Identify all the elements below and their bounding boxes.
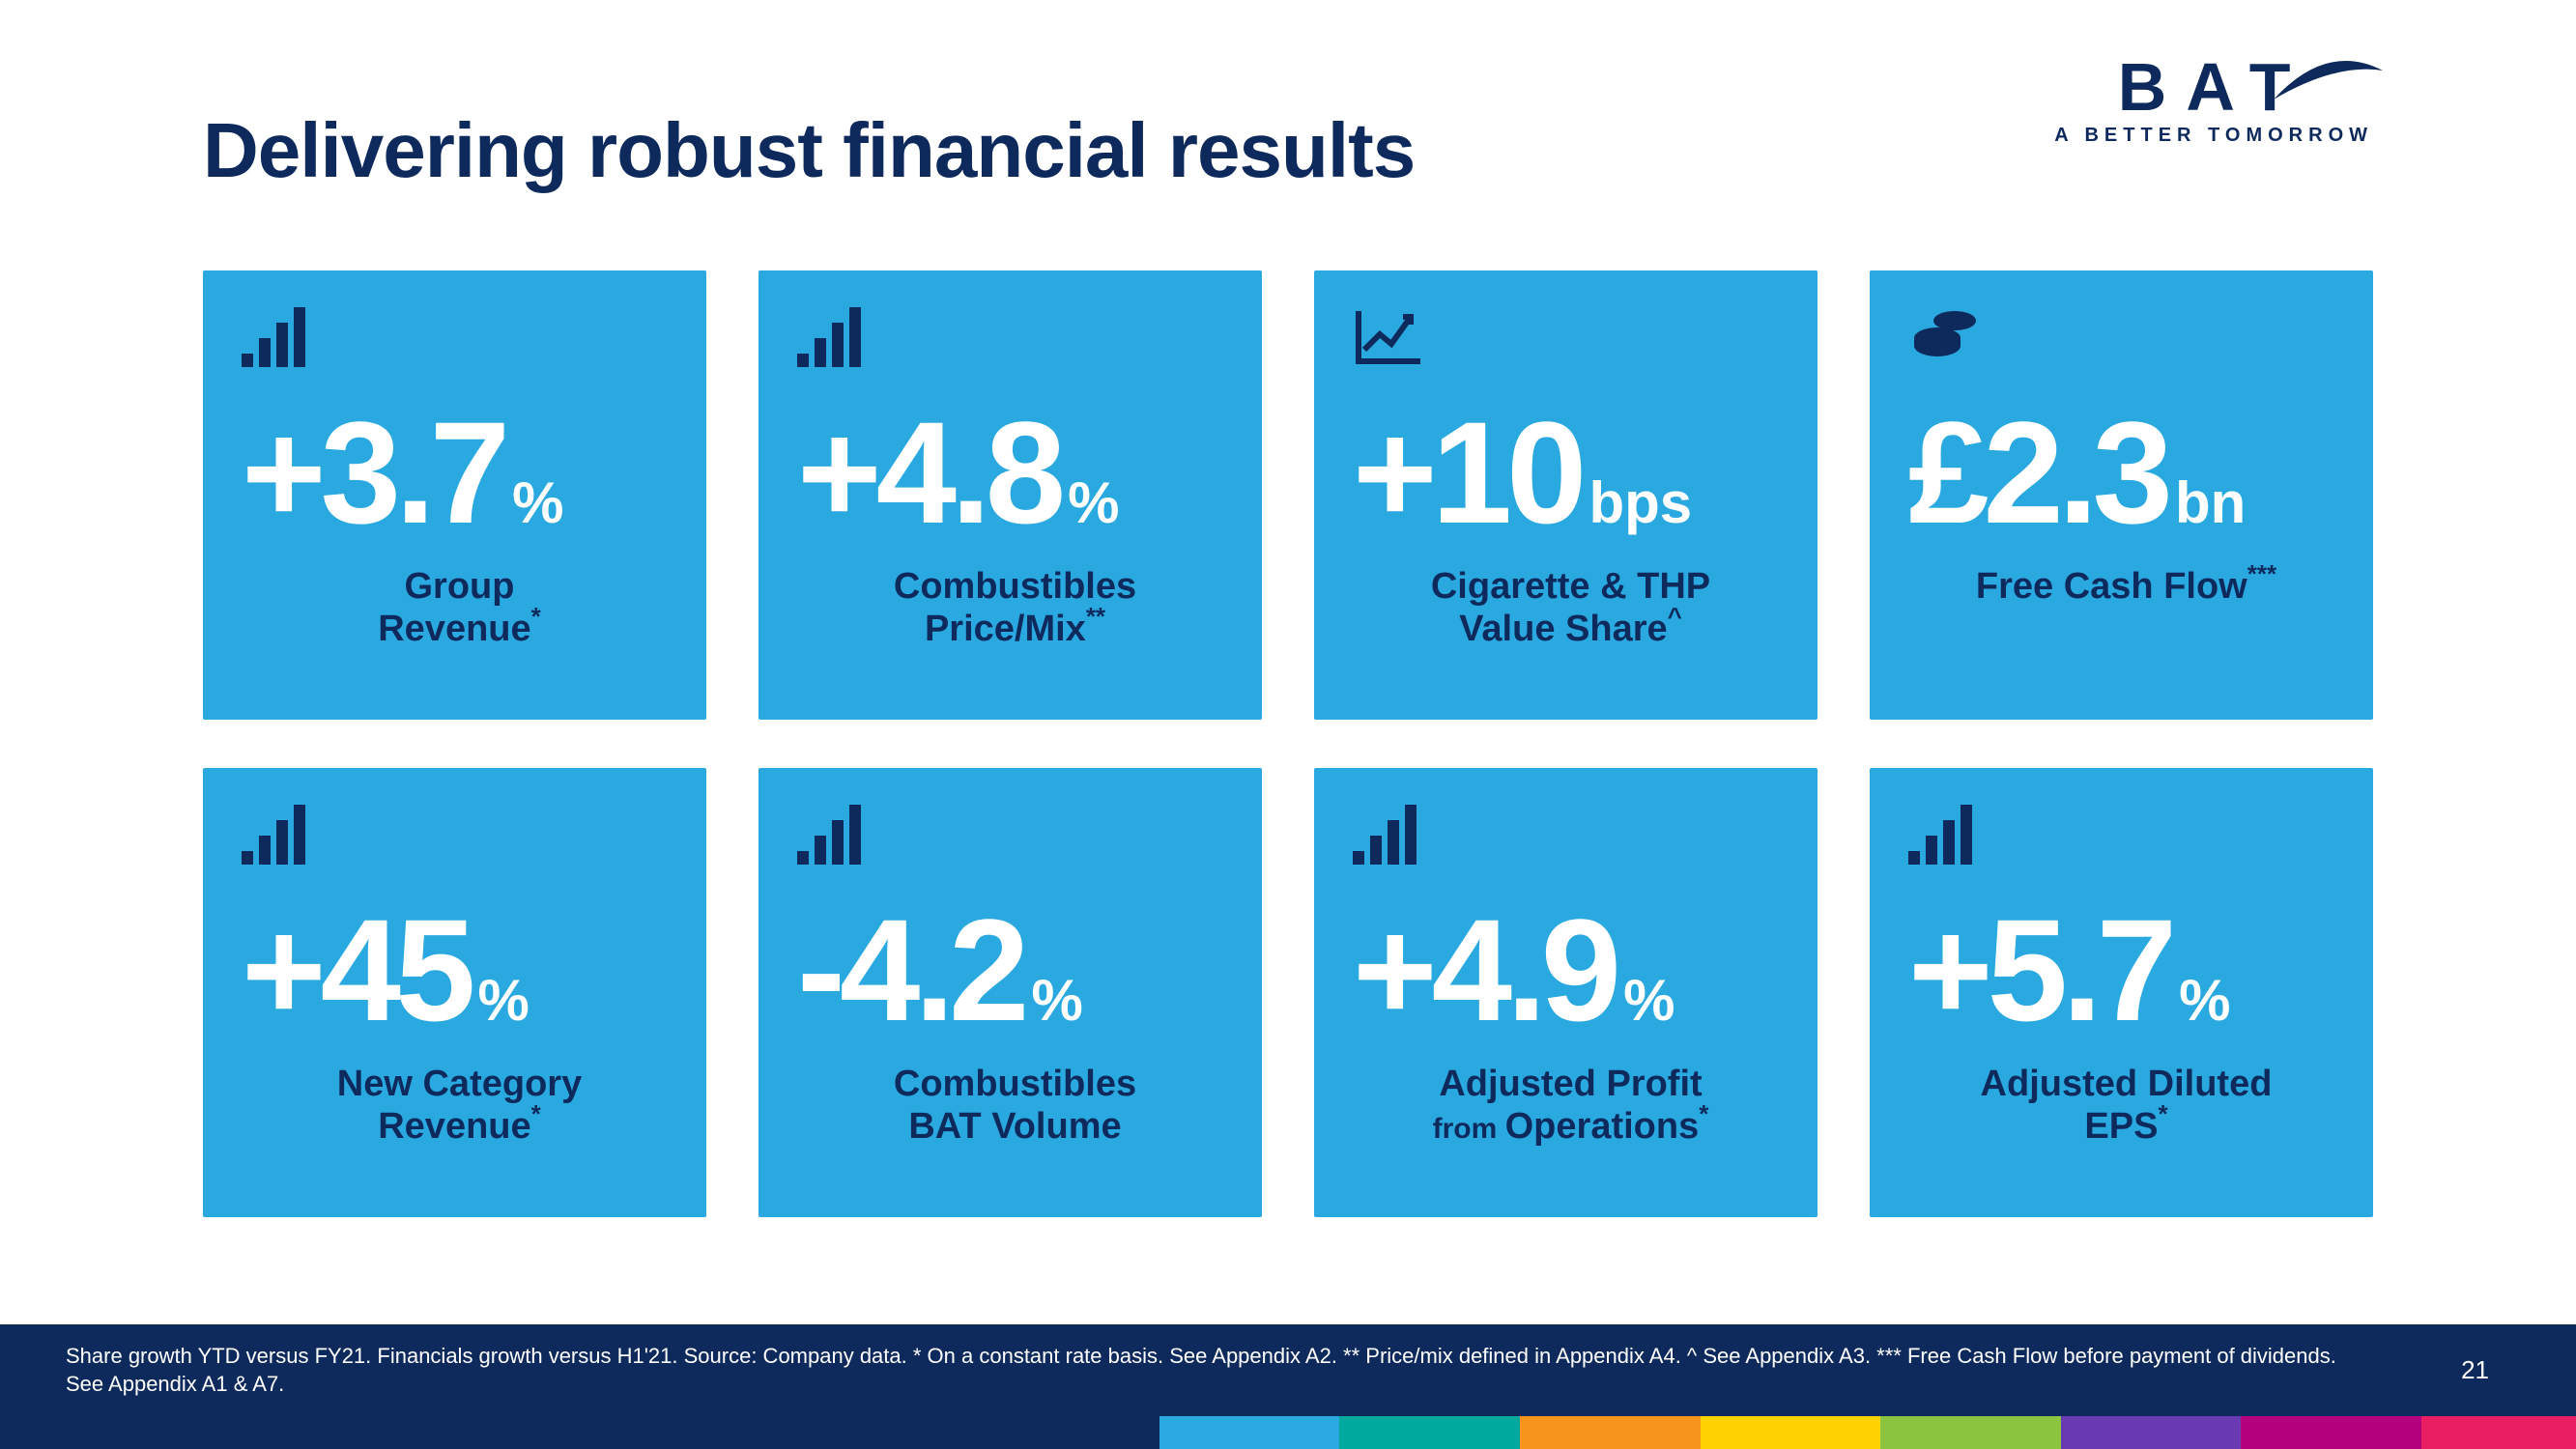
metric-value: +4.8% xyxy=(797,400,1233,545)
bar-chart-icon xyxy=(242,305,677,367)
metric-label: CombustiblesPrice/Mix** xyxy=(797,566,1233,650)
metric-label: GroupRevenue* xyxy=(242,566,677,650)
stripe-segment xyxy=(1520,1416,1701,1449)
line-chart-icon xyxy=(1353,305,1426,367)
metric-label: Cigarette & THPValue Share^ xyxy=(1353,566,1789,650)
stripe-segment xyxy=(1339,1416,1520,1449)
metric-card: +4.9% Adjusted Profitfrom Operations* xyxy=(1314,768,1818,1217)
stripe-segment xyxy=(2421,1416,2576,1449)
metric-label: New CategoryRevenue* xyxy=(242,1064,677,1148)
metric-card: +3.7% GroupRevenue* xyxy=(203,270,706,720)
metric-card: +10bps Cigarette & THPValue Share^ xyxy=(1314,270,1818,720)
coins-icon xyxy=(1908,305,1986,363)
metric-value: +5.7% xyxy=(1908,897,2344,1042)
metric-label: Adjusted Profitfrom Operations* xyxy=(1353,1064,1789,1148)
metric-label: Free Cash Flow*** xyxy=(1908,566,2344,609)
stripe-segment xyxy=(1701,1416,1881,1449)
metric-value: £2.3bn xyxy=(1908,400,2344,545)
metric-grid: +3.7% GroupRevenue* +4.8% CombustiblesPrice… xyxy=(203,270,2373,1217)
metric-value: +3.7% xyxy=(242,400,677,545)
logo-swoosh-icon xyxy=(2269,51,2385,109)
stripe-segment xyxy=(979,1416,1159,1449)
metric-value: +45% xyxy=(242,897,677,1042)
metric-value: +10bps xyxy=(1353,400,1789,545)
bar-chart-icon xyxy=(1908,803,2344,865)
footer-text: Share growth YTD versus FY21. Financials… xyxy=(58,1342,2377,1399)
metric-card: +4.8% CombustiblesPrice/Mix** xyxy=(758,270,1262,720)
metric-value: +4.9% xyxy=(1353,897,1789,1042)
bar-chart-icon xyxy=(797,305,1233,367)
metric-card: £2.3bn Free Cash Flow*** xyxy=(1870,270,2373,720)
page-number: 21 xyxy=(2461,1353,2518,1387)
bar-chart-icon xyxy=(242,803,677,865)
bar-chart-icon xyxy=(1353,803,1789,865)
metric-card: -4.2% CombustiblesBAT Volume xyxy=(758,768,1262,1217)
stripe-segment xyxy=(0,1416,798,1449)
metric-label: Adjusted DilutedEPS* xyxy=(1908,1064,2344,1148)
stripe-segment xyxy=(798,1416,979,1449)
logo-tagline: A BETTER TOMORROW xyxy=(2054,125,2373,147)
logo: BAT A BETTER TOMORROW xyxy=(2054,53,2373,147)
header: Delivering robust financial results xyxy=(203,106,2373,195)
metric-card: +5.7% Adjusted DilutedEPS* xyxy=(1870,768,2373,1217)
footer: Share growth YTD versus FY21. Financials… xyxy=(0,1324,2576,1416)
stripe-segment xyxy=(1159,1416,1340,1449)
stripe-segment xyxy=(2241,1416,2421,1449)
stripe-segment xyxy=(1880,1416,2061,1449)
metric-label: CombustiblesBAT Volume xyxy=(797,1064,1233,1148)
page-title: Delivering robust financial results xyxy=(203,106,1415,195)
stripe-segment xyxy=(2061,1416,2242,1449)
bottom-stripe xyxy=(0,1416,2576,1449)
metric-card: +45% New CategoryRevenue* xyxy=(203,768,706,1217)
bar-chart-icon xyxy=(797,803,1233,865)
slide: Delivering robust financial results BAT … xyxy=(0,0,2576,1449)
metric-value: -4.2% xyxy=(797,897,1233,1042)
